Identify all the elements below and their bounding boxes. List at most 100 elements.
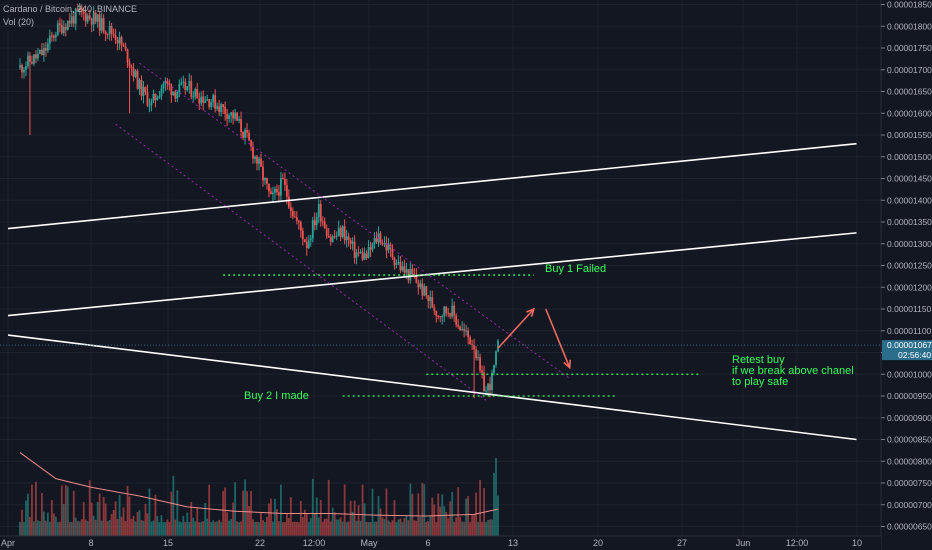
volume-bar	[166, 519, 169, 536]
volume-bar	[204, 502, 207, 536]
candle-body	[114, 35, 117, 40]
y-tick-label: 0.00001550	[887, 130, 932, 140]
volume-bar	[202, 521, 205, 536]
candle-body	[258, 158, 260, 164]
candle-body	[96, 14, 99, 22]
candle-body	[469, 337, 472, 345]
volume-bar	[220, 521, 223, 536]
candle-body	[365, 253, 368, 259]
volume-bar	[122, 507, 125, 536]
candle-body	[31, 61, 33, 64]
volume-bar	[289, 497, 292, 536]
volume-bar	[345, 522, 348, 536]
candle-body	[443, 306, 446, 317]
upper-trendline	[7, 142, 857, 230]
candle-body	[250, 140, 252, 147]
candle-body	[319, 203, 322, 222]
y-tick-label: 0.00001500	[887, 152, 932, 162]
candle-body	[455, 315, 458, 325]
volume-bar	[238, 522, 240, 536]
volume-bar	[140, 519, 143, 536]
volume-bar	[66, 486, 69, 536]
volume-bar	[196, 507, 199, 536]
x-tick-label: 22	[255, 538, 265, 548]
lower-trendline	[7, 334, 857, 441]
volume-bar	[491, 519, 493, 536]
volume-bar	[301, 517, 304, 536]
volume-bar	[242, 490, 244, 536]
candle-body	[375, 238, 378, 242]
volume-bar	[224, 487, 227, 536]
candle-body	[142, 86, 145, 96]
candle-body	[162, 83, 165, 89]
volume-bar	[333, 512, 336, 536]
y-tick-label: 0.00000850	[887, 435, 932, 445]
volume-bar	[258, 522, 260, 536]
volume-bar	[407, 520, 410, 536]
candle-body	[256, 156, 258, 164]
candle-body	[33, 54, 35, 64]
middle-trendline	[7, 232, 857, 317]
volume-bar	[467, 496, 470, 536]
candle-body	[236, 112, 238, 121]
level-label: to play safe	[732, 376, 788, 388]
candle-body	[35, 54, 37, 59]
volume-bar	[465, 498, 468, 536]
volume-bar	[110, 514, 113, 536]
y-tick-label: 0.00000950	[887, 391, 932, 401]
volume-bar	[435, 522, 438, 536]
volume-bar	[282, 522, 284, 536]
volume-bar	[48, 521, 51, 536]
channel-upper	[139, 62, 570, 380]
candle-body	[427, 295, 430, 302]
candle-body	[297, 220, 300, 223]
y-tick-label: 0.00001450	[887, 174, 932, 184]
candle-body	[367, 247, 370, 259]
volume-bar	[409, 483, 412, 536]
volume-bar	[413, 520, 416, 536]
volume-bar	[41, 492, 43, 536]
volume-bar	[274, 498, 276, 536]
candle-body	[262, 166, 264, 181]
volume-bar	[327, 479, 330, 536]
candle-body	[287, 196, 290, 208]
volume-bar	[335, 519, 338, 536]
candle-body	[58, 23, 61, 25]
candle-body	[180, 82, 183, 85]
volume-bar	[299, 500, 302, 536]
volume-bar	[325, 518, 328, 536]
candle-body	[54, 34, 57, 38]
candle-body	[453, 305, 456, 316]
candle-body	[477, 357, 479, 359]
volume-bar	[423, 484, 426, 536]
candle-body	[373, 238, 376, 244]
volume-bar	[164, 522, 167, 536]
candle-body	[56, 23, 59, 35]
volume-bar	[136, 511, 139, 536]
candle-body	[84, 13, 87, 22]
candle-body	[168, 83, 171, 86]
volume-bar	[447, 518, 450, 536]
candle-body	[347, 236, 350, 241]
volume-bar	[293, 521, 296, 536]
candle-body	[21, 65, 23, 73]
candle-body	[238, 119, 240, 121]
volume-bar	[250, 490, 252, 536]
volume-bar	[469, 522, 472, 536]
candle-body	[369, 247, 372, 250]
candle-body	[86, 15, 89, 22]
volume-bar	[46, 512, 49, 536]
candle-body	[102, 18, 105, 32]
candle-body	[381, 243, 384, 245]
volume-ma-line	[19, 452, 499, 517]
candle-body	[331, 236, 334, 242]
candle-body	[254, 156, 256, 159]
volume-bar	[323, 518, 326, 536]
volume-bar	[50, 500, 53, 536]
volume-bar	[425, 521, 428, 536]
volume-bar	[64, 484, 67, 536]
volume-bar	[371, 488, 374, 536]
volume-bar	[192, 517, 195, 536]
candle-body	[387, 244, 390, 251]
